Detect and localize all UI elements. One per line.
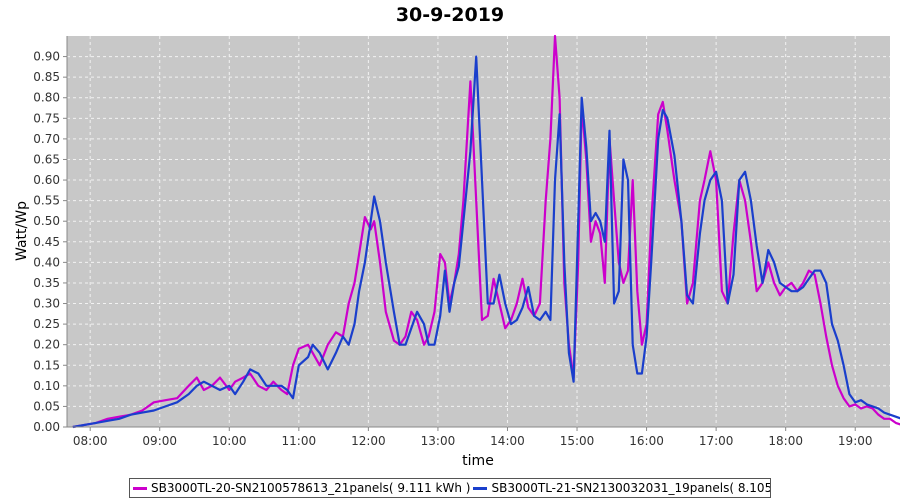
series-line-1 xyxy=(72,34,900,429)
y-tick-label: 0.05 xyxy=(33,399,60,413)
legend: SB3000TL-20-SN2100578613_21panels( 9.111… xyxy=(129,478,771,498)
y-tick-label: 0.65 xyxy=(33,152,60,166)
x-tick-label: 17:00 xyxy=(699,434,734,448)
y-tick-label: 0.70 xyxy=(33,132,60,146)
legend-item-series-2: SB3000TL-21-SN2130032031_19panels( 8.105… xyxy=(473,481,771,495)
y-tick-label: 0.00 xyxy=(33,420,60,434)
legend-swatch-series-2 xyxy=(473,486,488,490)
x-axis-ticks: 08:00 09:00 10:00 11:00 12:00 13:00 14:00 15:00… xyxy=(73,427,873,448)
y-tick-label: 0.40 xyxy=(33,255,60,269)
grid-lines xyxy=(67,36,890,428)
y-tick-label: 0.20 xyxy=(33,338,60,352)
y-tick-label: 0.35 xyxy=(33,276,60,290)
chart-title: 30-9-2019 xyxy=(396,4,504,26)
y-tick-label: 0.55 xyxy=(33,194,60,208)
y-tick-label: 0.80 xyxy=(33,91,60,105)
y-tick-label: 0.30 xyxy=(33,297,60,311)
x-tick-label: 13:00 xyxy=(421,434,456,448)
x-tick-label: 10:00 xyxy=(212,434,247,448)
x-tick-label: 14:00 xyxy=(490,434,525,448)
legend-swatch-series-1 xyxy=(133,486,147,490)
x-axis-label: time xyxy=(462,453,494,469)
x-tick-label: 12:00 xyxy=(351,434,386,448)
x-tick-label: 16:00 xyxy=(629,434,664,448)
x-tick-label: 08:00 xyxy=(73,434,108,448)
x-tick-label: 11:00 xyxy=(282,434,317,448)
series-line-2 xyxy=(72,55,900,429)
y-tick-label: 0.90 xyxy=(33,50,60,64)
y-tick-label: 0.60 xyxy=(33,173,60,187)
y-tick-label: 0.50 xyxy=(33,214,60,228)
x-tick-label: 09:00 xyxy=(142,434,177,448)
legend-label-series-1: SB3000TL-20-SN2100578613_21panels( 9.111… xyxy=(151,481,471,495)
y-tick-label: 0.85 xyxy=(33,70,60,84)
x-tick-label: 15:00 xyxy=(560,434,595,448)
legend-label-series-2: SB3000TL-21-SN2130032031_19panels( 8.105… xyxy=(491,481,771,495)
series-layer xyxy=(72,34,900,429)
y-tick-label: 0.45 xyxy=(33,235,60,249)
y-tick-label: 0.10 xyxy=(33,379,60,393)
x-tick-label: 18:00 xyxy=(768,434,803,448)
y-tick-label: 0.15 xyxy=(33,358,60,372)
legend-item-series-1: SB3000TL-20-SN2100578613_21panels( 9.111… xyxy=(133,481,470,495)
y-axis-ticks: 0.00 0.05 0.10 0.15 0.20 0.25 0.30 0.35 0.40 0.45… xyxy=(33,50,67,434)
y-tick-label: 0.75 xyxy=(33,111,60,125)
y-axis-label: Watt/Wp xyxy=(14,201,30,261)
y-tick-label: 0.25 xyxy=(33,317,60,331)
x-tick-label: 19:00 xyxy=(838,434,873,448)
